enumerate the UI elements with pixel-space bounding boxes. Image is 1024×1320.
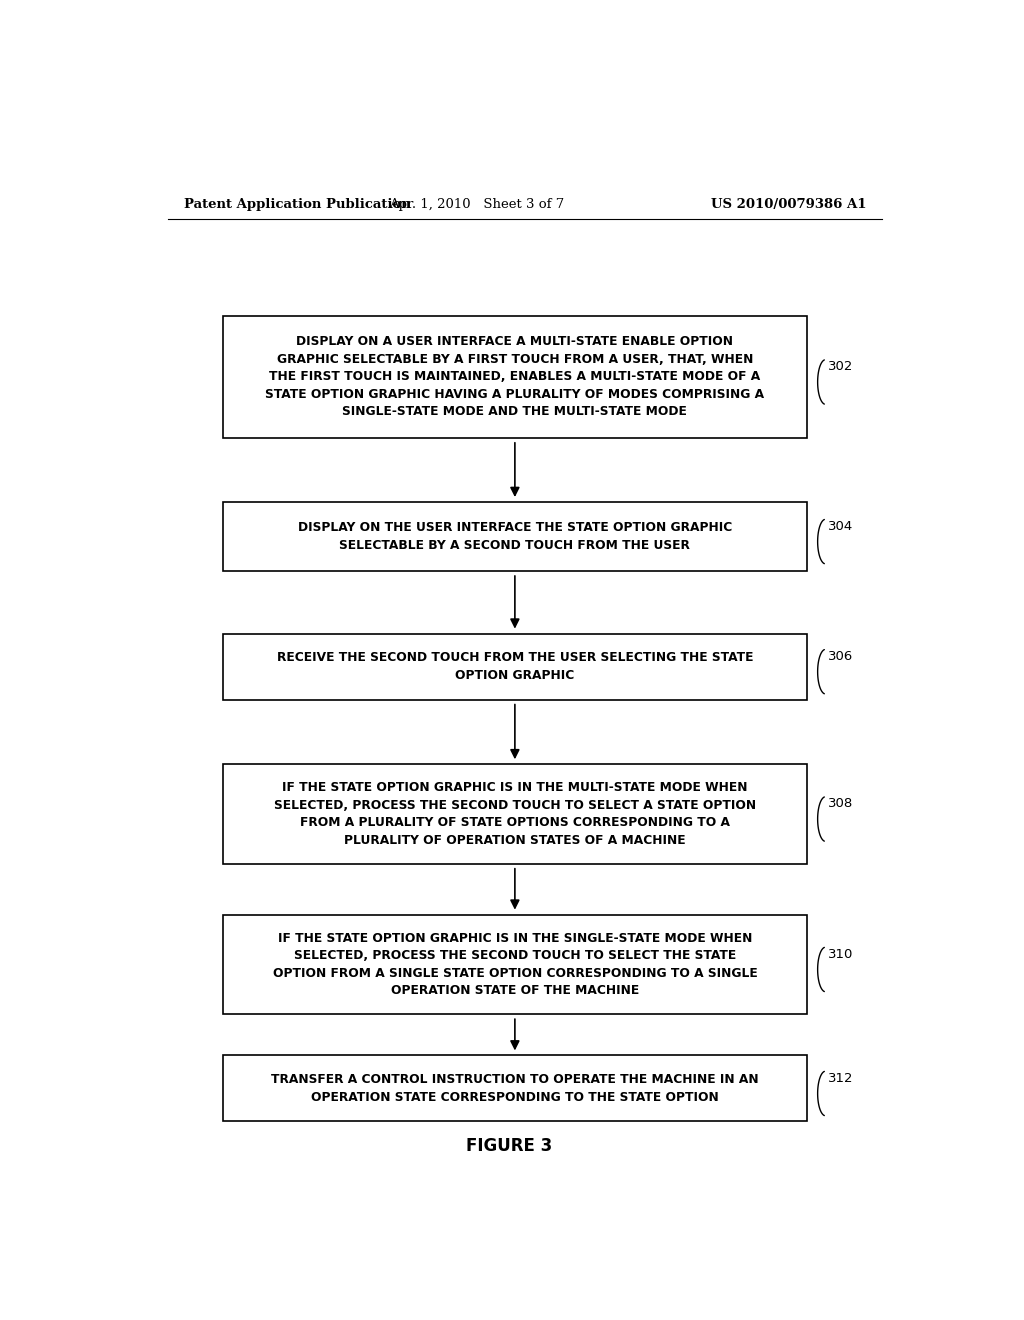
Bar <box>223 502 807 572</box>
Bar <box>223 915 807 1014</box>
Text: 304: 304 <box>828 520 853 533</box>
Bar <box>223 315 807 438</box>
Text: 302: 302 <box>828 360 853 374</box>
Text: Patent Application Publication: Patent Application Publication <box>183 198 411 211</box>
Bar <box>223 1056 807 1122</box>
Text: TRANSFER A CONTROL INSTRUCTION TO OPERATE THE MACHINE IN AN
OPERATION STATE CORR: TRANSFER A CONTROL INSTRUCTION TO OPERAT… <box>271 1073 759 1104</box>
Text: Apr. 1, 2010   Sheet 3 of 7: Apr. 1, 2010 Sheet 3 of 7 <box>389 198 565 211</box>
Text: 306: 306 <box>828 649 853 663</box>
Text: 310: 310 <box>828 948 853 961</box>
Text: IF THE STATE OPTION GRAPHIC IS IN THE MULTI-STATE MODE WHEN
SELECTED, PROCESS TH: IF THE STATE OPTION GRAPHIC IS IN THE MU… <box>273 781 756 846</box>
Text: FIGURE 3: FIGURE 3 <box>466 1138 552 1155</box>
Text: RECEIVE THE SECOND TOUCH FROM THE USER SELECTING THE STATE
OPTION GRAPHIC: RECEIVE THE SECOND TOUCH FROM THE USER S… <box>276 651 753 682</box>
Text: 312: 312 <box>828 1072 853 1085</box>
Text: DISPLAY ON A USER INTERFACE A MULTI-STATE ENABLE OPTION
GRAPHIC SELECTABLE BY A : DISPLAY ON A USER INTERFACE A MULTI-STAT… <box>265 335 765 418</box>
Bar <box>223 764 807 863</box>
Text: IF THE STATE OPTION GRAPHIC IS IN THE SINGLE-STATE MODE WHEN
SELECTED, PROCESS T: IF THE STATE OPTION GRAPHIC IS IN THE SI… <box>272 932 758 997</box>
Text: US 2010/0079386 A1: US 2010/0079386 A1 <box>711 198 866 211</box>
Bar <box>223 634 807 700</box>
Text: 308: 308 <box>828 797 853 810</box>
Text: DISPLAY ON THE USER INTERFACE THE STATE OPTION GRAPHIC
SELECTABLE BY A SECOND TO: DISPLAY ON THE USER INTERFACE THE STATE … <box>298 521 732 552</box>
